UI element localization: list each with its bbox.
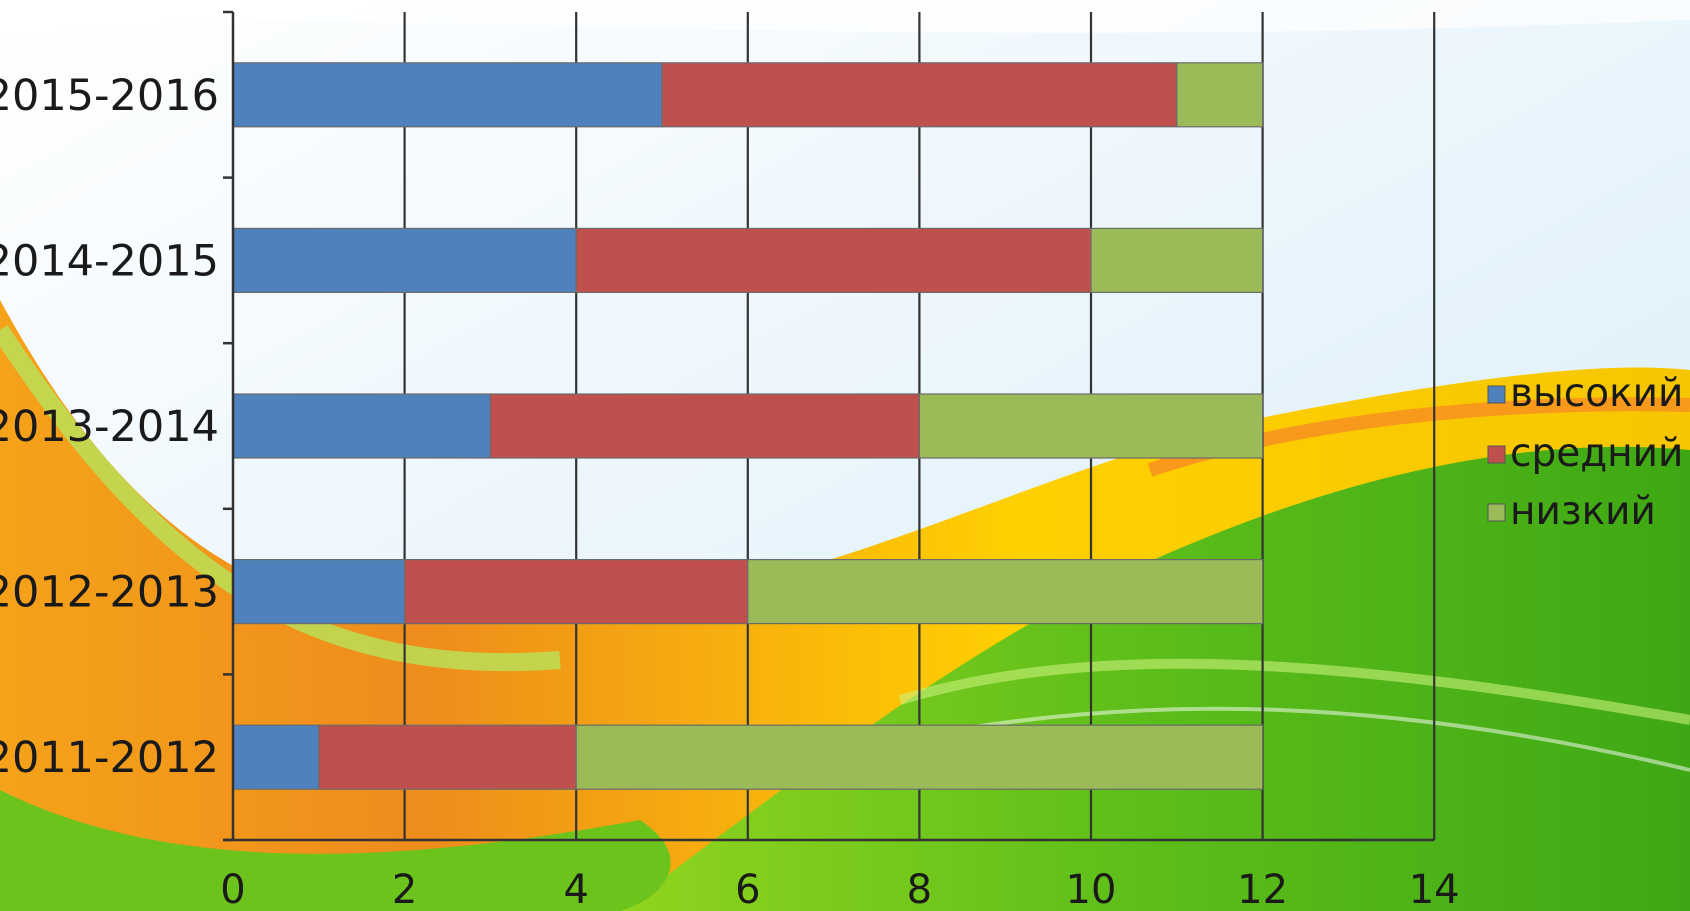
x-tick-label: 2 xyxy=(392,867,417,911)
bar-2013-2014-высокий xyxy=(232,393,491,459)
legend-label: низкий xyxy=(1510,489,1656,534)
bar-2011-2012-высокий xyxy=(232,724,320,790)
bars xyxy=(232,62,1264,790)
x-tick-label: 8 xyxy=(907,867,932,911)
category-label: 2015-2016 xyxy=(0,71,219,121)
legend: высокий средний низкий xyxy=(1487,371,1683,534)
bar-2014-2015-низкий xyxy=(1090,227,1264,293)
bar-2012-2013-низкий xyxy=(747,558,1264,625)
legend-label: высокий xyxy=(1510,371,1683,416)
bar-2014-2015-высокий xyxy=(232,227,577,293)
bar-2015-2016-низкий xyxy=(1176,62,1264,128)
legend-swatch xyxy=(1487,385,1506,404)
bar-2011-2012-низкий xyxy=(575,724,1264,790)
x-tick-label: 4 xyxy=(563,867,588,911)
category-label: 2013-2014 xyxy=(0,402,219,452)
category-label: 2011-2012 xyxy=(0,733,219,783)
legend-swatch xyxy=(1487,503,1506,522)
x-tick-label: 10 xyxy=(1066,867,1117,911)
bar-2015-2016-средний xyxy=(661,62,1178,128)
category-label: 2012-2013 xyxy=(0,568,219,618)
legend-swatch xyxy=(1487,445,1506,464)
axes xyxy=(223,10,1435,842)
bar-2014-2015-средний xyxy=(575,227,1092,293)
bar-2012-2013-средний xyxy=(404,558,749,625)
bar-2013-2014-средний xyxy=(489,393,920,459)
bar-2012-2013-высокий xyxy=(232,558,406,625)
x-tick-label: 0 xyxy=(220,867,245,911)
bar-2011-2012-средний xyxy=(318,724,577,790)
bar-2013-2014-низкий xyxy=(918,393,1264,459)
category-label: 2014-2015 xyxy=(0,236,219,286)
category-labels: 2011-2012 2012-2013 2013-2014 2014-2015 2015… xyxy=(0,71,219,783)
x-tick-label: 14 xyxy=(1409,867,1460,911)
x-tick-labels: 0 2 4 6 8 10 12 14 xyxy=(220,867,1459,911)
bar-2015-2016-высокий xyxy=(232,62,663,128)
x-tick-label: 12 xyxy=(1237,867,1288,911)
legend-label: средний xyxy=(1510,431,1683,476)
x-tick-label: 6 xyxy=(735,867,760,911)
